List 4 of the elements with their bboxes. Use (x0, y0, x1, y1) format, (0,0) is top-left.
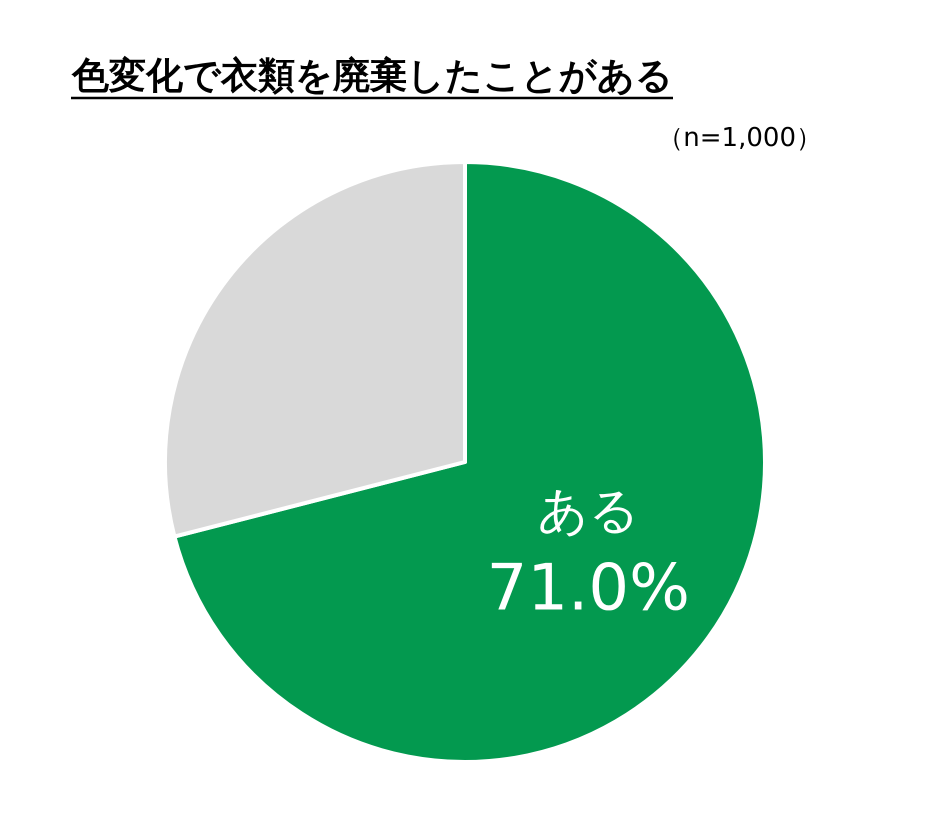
slice-label: ある (537, 482, 640, 540)
data-label: 71.0% (486, 552, 690, 626)
chart-subtitle: （n=1,000） (657, 123, 822, 153)
chart-title: 色変化で衣類を廃棄したことがある (71, 54, 673, 97)
